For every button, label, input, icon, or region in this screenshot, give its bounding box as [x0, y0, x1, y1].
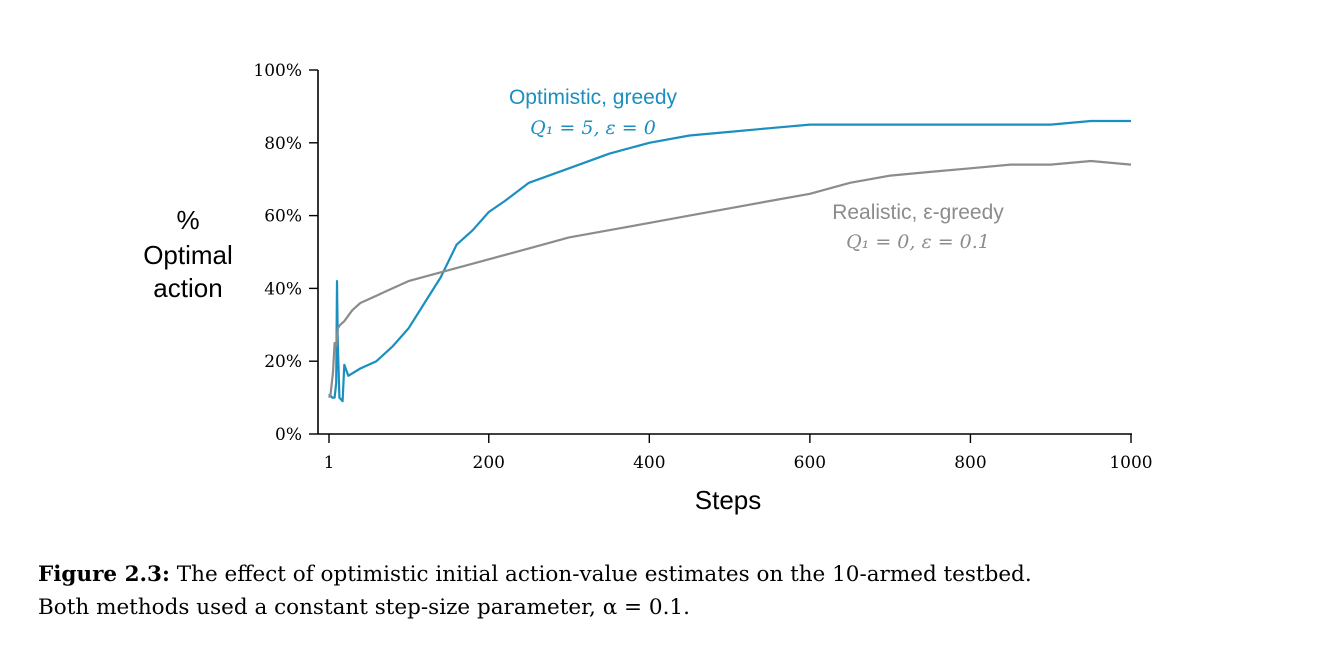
x-tick-label: 400 [633, 453, 665, 473]
y-tick-label: 40% [264, 279, 302, 299]
line-chart: % Optimal action Steps 0% 20% 40% 60% 80% 100… [143, 61, 1153, 515]
y-axis-label-line1: % [176, 205, 199, 235]
y-tick-label: 0% [275, 425, 302, 445]
x-tick-label: 200 [473, 453, 505, 473]
y-tick-label: 20% [264, 352, 302, 372]
x-axis-label: Steps [695, 485, 762, 515]
x-ticks: 1 200 400 600 800 1000 [324, 434, 1153, 473]
series-params-optimistic: Q₁ = 5, ε = 0 [530, 117, 656, 139]
series-lines [327, 119, 1132, 403]
x-tick-label: 1 [324, 453, 335, 473]
y-tick-label: 60% [264, 207, 302, 227]
x-tick-label: 1000 [1109, 453, 1152, 473]
series-label-optimistic: Optimistic, greedy [509, 86, 678, 109]
series-params-realistic: Q₁ = 0, ε = 0.1 [846, 231, 990, 253]
caption-text1: The effect of optimistic initial action-… [176, 562, 1032, 587]
x-tick-label: 800 [954, 453, 986, 473]
caption-line2: Both methods used a constant step-size p… [38, 595, 690, 620]
y-axis-label-line3: action [153, 273, 222, 303]
caption-figure-label: Figure 2.3: [38, 562, 170, 587]
y-axis-label-line2: Optimal [143, 240, 233, 270]
y-tick-label: 80% [264, 134, 302, 154]
series-line-realistic [327, 159, 1132, 399]
y-ticks: 0% 20% 40% 60% 80% 100% [253, 61, 318, 445]
figure-caption: Figure 2.3: The effect of optimistic ini… [38, 558, 1308, 624]
series-line-optimistic [328, 119, 1131, 403]
y-tick-label: 100% [253, 61, 302, 81]
caption-line1: Figure 2.3: The effect of optimistic ini… [38, 558, 1308, 591]
series-label-realistic: Realistic, ε-greedy [832, 201, 1004, 224]
x-tick-label: 600 [794, 453, 826, 473]
